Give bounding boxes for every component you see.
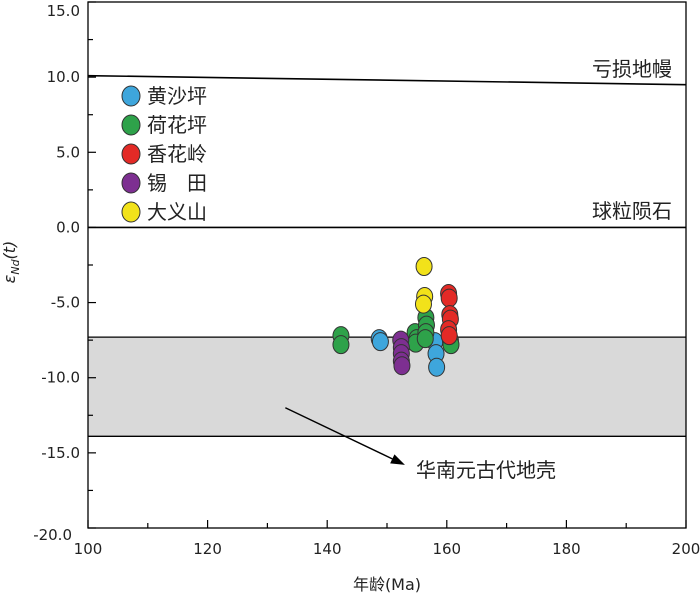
y-tick-label: 0.0 bbox=[56, 218, 80, 236]
crust-arrow-line bbox=[285, 407, 393, 460]
crust-band bbox=[88, 337, 686, 437]
y-tick-label: 5.0 bbox=[56, 143, 80, 161]
y-tick-label: -15.0 bbox=[41, 444, 80, 462]
legend-marker bbox=[121, 172, 141, 194]
data-point bbox=[332, 335, 350, 355]
chondrite-label: 球粒陨石 bbox=[592, 199, 672, 223]
y-tick-label: -10.0 bbox=[41, 369, 80, 387]
legend-marker bbox=[121, 85, 141, 107]
axis-ticks: 100 120 140 160 180 200 15.0 10.0 5.0 0.0 -5.0 -10.… bbox=[33, 1, 700, 558]
legend-label: 大义山 bbox=[147, 200, 207, 224]
depleted-mantle-label: 亏损地幔 bbox=[592, 57, 672, 81]
y-tick-label: 10.0 bbox=[47, 68, 80, 86]
x-tick-label: 100 bbox=[74, 540, 103, 558]
legend-marker bbox=[121, 143, 141, 165]
x-tick-label: 140 bbox=[313, 540, 342, 558]
y-tick-label: -5.0 bbox=[51, 294, 80, 312]
legend-label: 黄沙坪 bbox=[147, 84, 207, 108]
x-axis-title: 年龄(Ma) bbox=[353, 575, 421, 594]
y-axis-title-epsilon: ε bbox=[0, 274, 19, 283]
x-tick-label: 160 bbox=[432, 540, 461, 558]
y-axis-title: εNd(t) bbox=[0, 241, 22, 284]
data-point bbox=[415, 257, 433, 277]
y-tick-label: 15.0 bbox=[47, 2, 80, 20]
crust-arrow-head bbox=[390, 454, 405, 465]
x-tick-label: 120 bbox=[193, 540, 222, 558]
data-point bbox=[416, 329, 434, 349]
x-tick-label: 200 bbox=[672, 540, 700, 558]
y-tick-label: -20.0 bbox=[33, 526, 72, 544]
data-point bbox=[414, 294, 432, 314]
data-point bbox=[440, 288, 458, 308]
data-point bbox=[440, 326, 458, 346]
y-axis-title-subscript: Nd bbox=[9, 258, 22, 274]
crust-label: 华南元古代地壳 bbox=[416, 458, 556, 482]
data-point bbox=[428, 357, 446, 377]
legend-label: 锡 田 bbox=[147, 171, 207, 195]
svg-text:εNd(t): εNd(t) bbox=[0, 241, 22, 284]
x-tick-label: 180 bbox=[552, 540, 581, 558]
legend-marker bbox=[121, 114, 141, 136]
legend-label: 荷花坪 bbox=[147, 113, 207, 137]
depleted-mantle-line bbox=[87, 74, 687, 86]
legend-marker bbox=[121, 201, 141, 223]
scatter-points bbox=[332, 257, 460, 377]
data-point bbox=[393, 356, 411, 376]
data-point bbox=[371, 332, 389, 352]
y-axis-title-suffix: (t) bbox=[0, 241, 19, 260]
legend-label: 香花岭 bbox=[147, 142, 207, 166]
